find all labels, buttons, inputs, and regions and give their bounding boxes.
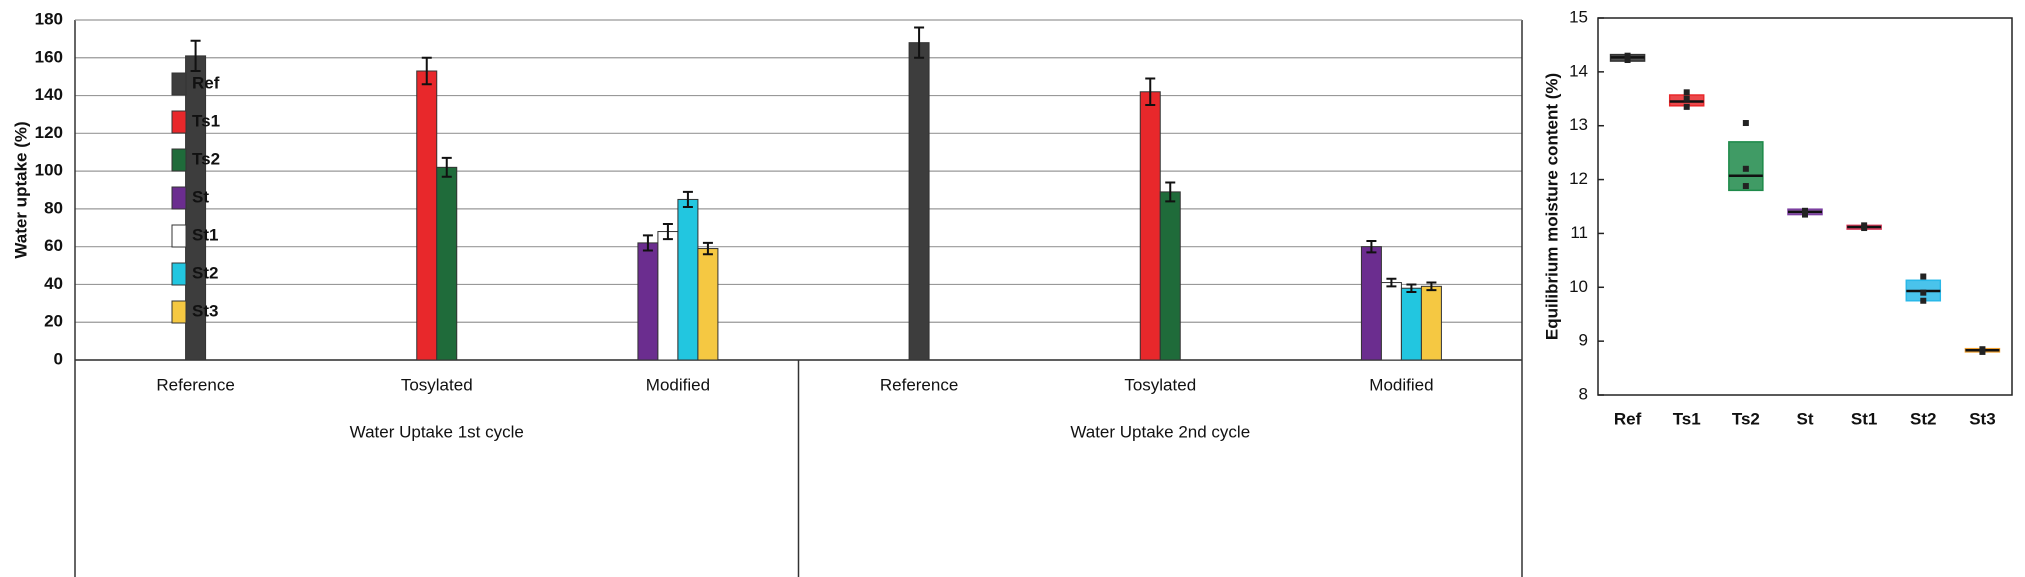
bar — [1420, 285, 1442, 361]
y-axis-label: Water uptake (%) — [11, 121, 30, 258]
x-tick-label: Ts1 — [1673, 409, 1701, 428]
legend-label: Ref — [192, 73, 220, 92]
error-bar — [1406, 283, 1417, 293]
x-tick-label: Modified — [646, 375, 710, 394]
x-tick-label: Ref — [1614, 409, 1642, 428]
y-tick-label: 12 — [1569, 169, 1588, 188]
y-tick-label: 9 — [1579, 331, 1588, 350]
bar — [697, 248, 719, 361]
x-tick-label: Ts2 — [1732, 409, 1760, 428]
y-tick-label: 0 — [54, 349, 63, 368]
x-tick-label: Reference — [156, 375, 234, 394]
legend-label: Ts2 — [192, 149, 220, 168]
point — [1920, 297, 1927, 304]
error-bar — [1366, 240, 1377, 254]
legend-label: St2 — [192, 263, 218, 282]
legend-swatch — [171, 148, 187, 172]
point — [1742, 120, 1749, 127]
point — [1624, 57, 1631, 64]
bar — [637, 242, 659, 361]
y-tick-label: 100 — [35, 161, 63, 180]
bar — [677, 198, 699, 361]
bar — [436, 166, 458, 361]
bar — [416, 70, 438, 361]
error-bar — [1145, 77, 1156, 106]
legend-swatch — [171, 186, 187, 210]
point — [1683, 95, 1690, 102]
bar — [1139, 91, 1161, 361]
legend-swatch — [171, 72, 187, 96]
y-tick-label: 11 — [1570, 223, 1588, 242]
point — [1979, 346, 1986, 353]
y-tick-label: 20 — [44, 312, 63, 331]
error-bar — [702, 241, 713, 256]
x-tick-label: Modified — [1369, 375, 1433, 394]
legend-label: St1 — [192, 225, 218, 244]
y-tick-label: 120 — [35, 123, 63, 142]
x-tick-label: Tosylated — [1124, 375, 1196, 394]
error-bar — [914, 26, 925, 59]
point — [1742, 165, 1749, 172]
group-label: Water Uptake 2nd cycle — [1070, 422, 1250, 441]
y-tick-label: 15 — [1569, 7, 1588, 26]
legend-swatch — [171, 262, 187, 286]
bar — [1400, 287, 1422, 361]
error-bar — [1386, 277, 1397, 288]
bar — [1360, 246, 1382, 361]
legend-swatch — [171, 300, 187, 324]
bar — [908, 42, 930, 361]
y-tick-label: 140 — [35, 85, 63, 104]
point — [1683, 103, 1690, 110]
y-tick-label: 80 — [44, 198, 63, 217]
error-bar — [682, 190, 693, 208]
x-tick-label: St2 — [1910, 409, 1936, 428]
bar — [1380, 282, 1402, 361]
y-tick-label: 40 — [44, 274, 63, 293]
legend-label: Ts1 — [192, 111, 220, 130]
point — [1920, 273, 1927, 280]
y-tick-label: 10 — [1569, 277, 1588, 296]
error-bar — [1426, 281, 1437, 292]
x-tick-label: St3 — [1969, 409, 1995, 428]
x-tick-label: St — [1797, 409, 1814, 428]
point — [1624, 52, 1631, 59]
y-tick-label: 180 — [35, 9, 63, 28]
bar — [1159, 191, 1181, 361]
error-bar — [662, 223, 673, 241]
error-bar — [190, 39, 201, 72]
group-label: Water Uptake 1st cycle — [350, 422, 524, 441]
x-tick-label: Tosylated — [401, 375, 473, 394]
legend-label: St3 — [192, 301, 218, 320]
y-axis-label: Equilibrium moisture content (%) — [1542, 73, 1561, 340]
error-bar — [642, 234, 653, 252]
y-tick-label: 160 — [35, 47, 63, 66]
error-bar — [421, 56, 432, 86]
plot-frame — [1597, 17, 2013, 396]
bar — [657, 231, 679, 361]
point — [1920, 289, 1927, 296]
point — [1861, 222, 1868, 229]
y-tick-label: 14 — [1569, 61, 1588, 80]
error-bar — [1165, 181, 1176, 203]
point — [1802, 211, 1808, 218]
legend-swatch — [171, 110, 187, 134]
point — [1683, 89, 1690, 96]
point — [1742, 183, 1749, 190]
y-tick-label: 13 — [1569, 115, 1588, 134]
point — [1802, 207, 1808, 214]
y-tick-label: 60 — [44, 236, 63, 255]
legend-label: St — [192, 187, 209, 206]
y-tick-label: 8 — [1579, 384, 1588, 403]
x-tick-label: Reference — [880, 375, 958, 394]
error-bar — [441, 156, 452, 178]
x-tick-label: St1 — [1851, 409, 1877, 428]
legend-swatch — [171, 224, 187, 248]
